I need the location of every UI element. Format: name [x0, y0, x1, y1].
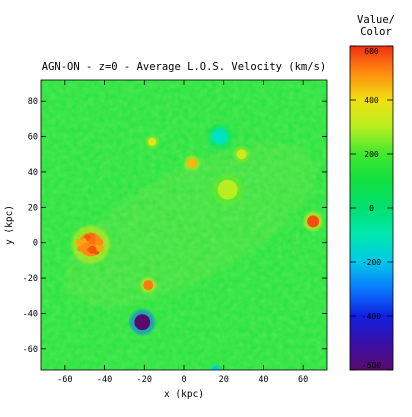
y-axis-label: y (kpc) [4, 205, 15, 245]
heatmap-feature [211, 366, 220, 370]
y-tick-label: 20 [28, 203, 38, 213]
x-tick-label: -40 [97, 375, 112, 385]
heatmap-features [71, 123, 323, 370]
colorbar-tick-label: 200 [364, 150, 379, 159]
heatmap-feature-clump [95, 243, 104, 252]
colorbar-title-line-2: Color [360, 26, 392, 38]
y-tick-label: -40 [23, 309, 38, 319]
x-tick-label: -60 [57, 375, 72, 385]
heatmap-feature [143, 280, 154, 291]
colorbar-tick-label: 0 [369, 204, 374, 213]
x-tick-label: 20 [219, 375, 229, 385]
heatmap-plot-area [41, 80, 327, 370]
colorbar-tick-label: -600 [362, 361, 381, 370]
y-tick-label: 0 [33, 239, 38, 249]
colorbar-ticks: 600 400 200 0 -200 -400 -600 [350, 45, 393, 371]
x-tick-label: 60 [298, 375, 308, 385]
y-axis-ticks: -60 -40 -20 0 20 40 60 80 [23, 97, 327, 355]
heatmap-feature-clump [81, 238, 87, 244]
colorbar-tick-label: 600 [364, 47, 379, 56]
colorbar-title-line-1: Value/ [357, 14, 395, 26]
colorbar-tick-label: -200 [362, 258, 381, 267]
heatmap-feature-clump [96, 239, 104, 246]
y-tick-label: -20 [23, 274, 38, 284]
heatmap-feature-clump [75, 239, 83, 246]
chart-title: AGN-ON - z=0 - Average L.O.S. Velocity (… [42, 61, 326, 73]
colorbar-tick-label: 400 [364, 96, 379, 105]
x-axis-label: x (kpc) [164, 389, 204, 400]
y-tick-label: 80 [28, 97, 38, 107]
x-tick-label: -20 [137, 375, 152, 385]
y-tick-label: -60 [23, 345, 38, 355]
heatmap-noise-texture [41, 80, 327, 370]
y-tick-label: 40 [28, 168, 38, 178]
heatmap-feature [211, 128, 228, 145]
heatmap-feature [236, 149, 247, 160]
heatmap-feature [186, 158, 197, 169]
heatmap-feature-clump [88, 237, 96, 245]
heatmap-feature [217, 179, 238, 200]
colorbar-tick-label: -400 [362, 312, 381, 321]
x-tick-label: 40 [258, 375, 268, 385]
heatmap-feature-clump [88, 245, 97, 254]
heatmap-feature-clump [77, 246, 83, 252]
x-axis-ticks: -60 -40 -20 0 20 40 60 [57, 80, 308, 385]
heatmap-feature [148, 137, 157, 146]
x-tick-label: 0 [181, 375, 186, 385]
heatmap-feature [134, 314, 151, 331]
heatmap-feature [307, 215, 320, 228]
y-tick-label: 60 [28, 133, 38, 143]
